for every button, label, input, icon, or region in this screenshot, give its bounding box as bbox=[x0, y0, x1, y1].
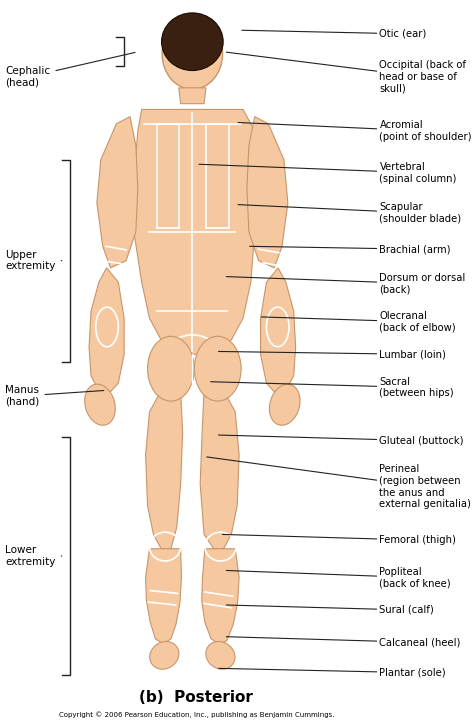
Polygon shape bbox=[89, 268, 124, 392]
Text: Brachial (arm): Brachial (arm) bbox=[250, 244, 451, 254]
Polygon shape bbox=[247, 116, 288, 268]
Text: Occipital (back of
head or base of
skull): Occipital (back of head or base of skull… bbox=[226, 52, 466, 93]
Text: Gluteal (buttock): Gluteal (buttock) bbox=[219, 435, 464, 445]
Text: Olecranal
(back of elbow): Olecranal (back of elbow) bbox=[261, 311, 456, 333]
Ellipse shape bbox=[162, 19, 223, 89]
Text: Upper
extremity: Upper extremity bbox=[5, 250, 62, 271]
Text: Otic (ear): Otic (ear) bbox=[242, 29, 427, 39]
Polygon shape bbox=[202, 549, 239, 643]
Text: Acromial
(point of shoulder): Acromial (point of shoulder) bbox=[238, 120, 472, 142]
Text: Lumbar (loin): Lumbar (loin) bbox=[219, 349, 447, 359]
Polygon shape bbox=[146, 390, 182, 549]
Text: Perineal
(region between
the anus and
external genitalia): Perineal (region between the anus and ex… bbox=[207, 457, 471, 509]
Polygon shape bbox=[97, 116, 138, 268]
Text: Copyright © 2006 Pearson Education, Inc., publishing as Benjamin Cummings.: Copyright © 2006 Pearson Education, Inc.… bbox=[58, 711, 334, 718]
Text: Manus
(hand): Manus (hand) bbox=[5, 385, 104, 407]
Polygon shape bbox=[146, 549, 182, 643]
Ellipse shape bbox=[85, 384, 115, 425]
Polygon shape bbox=[179, 87, 206, 103]
Ellipse shape bbox=[206, 641, 235, 669]
Ellipse shape bbox=[269, 384, 300, 425]
Ellipse shape bbox=[162, 13, 223, 71]
Ellipse shape bbox=[150, 641, 179, 669]
Text: Cephalic
(head): Cephalic (head) bbox=[5, 53, 135, 87]
Polygon shape bbox=[261, 268, 296, 392]
Text: Vertebral
(spinal column): Vertebral (spinal column) bbox=[199, 162, 457, 184]
Ellipse shape bbox=[147, 336, 194, 401]
Text: Scapular
(shoulder blade): Scapular (shoulder blade) bbox=[238, 202, 462, 224]
Ellipse shape bbox=[194, 336, 241, 401]
Text: Plantar (sole): Plantar (sole) bbox=[219, 667, 446, 677]
Text: Sacral
(between hips): Sacral (between hips) bbox=[211, 377, 454, 398]
Text: Calcaneal (heel): Calcaneal (heel) bbox=[226, 637, 461, 647]
Text: Lower
extremity: Lower extremity bbox=[5, 545, 62, 567]
Polygon shape bbox=[200, 390, 239, 549]
Text: Popliteal
(back of knee): Popliteal (back of knee) bbox=[226, 567, 451, 589]
Text: Sural (calf): Sural (calf) bbox=[226, 605, 434, 615]
Text: Femoral (thigh): Femoral (thigh) bbox=[222, 534, 456, 545]
Text: (b)  Posterior: (b) Posterior bbox=[139, 690, 253, 706]
Polygon shape bbox=[134, 109, 259, 354]
Text: Dorsum or dorsal
(back): Dorsum or dorsal (back) bbox=[226, 273, 465, 294]
